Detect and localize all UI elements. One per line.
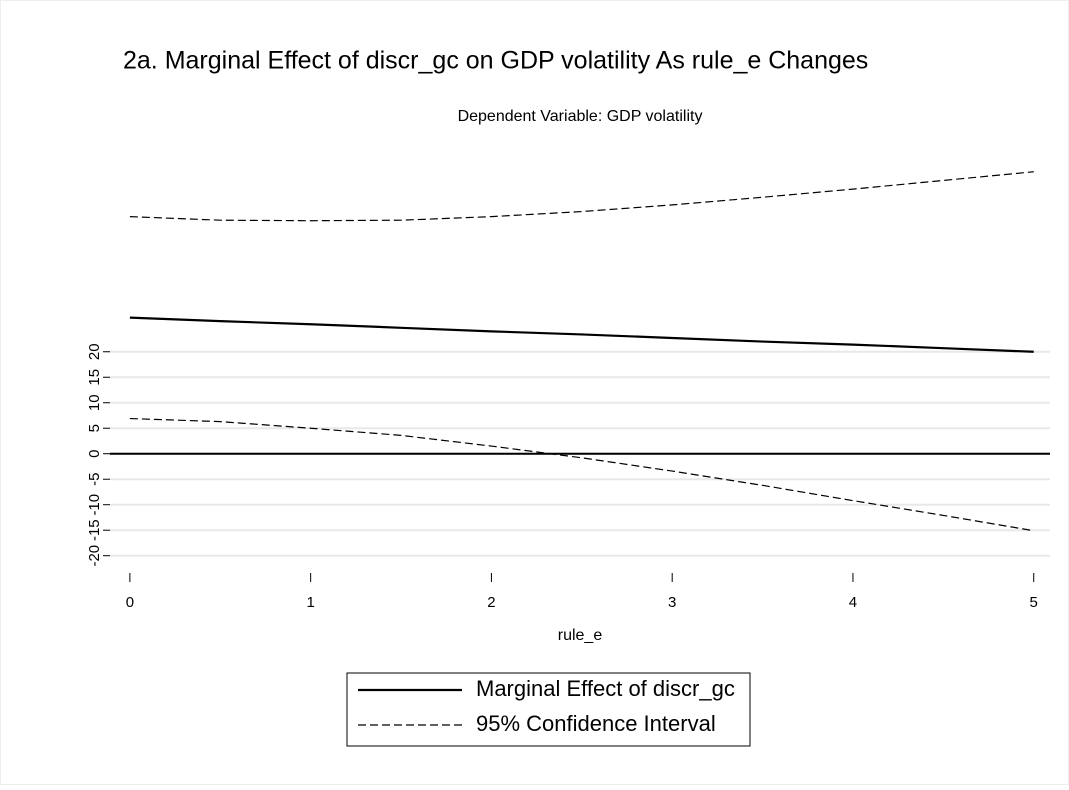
data-line xyxy=(129,171,1034,222)
y-tick-label: 10 xyxy=(86,394,103,411)
y-tick-label: -20 xyxy=(86,545,103,567)
x-tick-label: 1 xyxy=(306,594,314,611)
x-tick-label: 0 xyxy=(126,594,134,611)
chart-subtitle: Dependent Variable: GDP volatility xyxy=(458,108,703,125)
y-tick-label: 15 xyxy=(86,369,103,386)
legend-label: 95% Confidence Interval xyxy=(476,711,716,736)
legend-label: Marginal Effect of discr_gc xyxy=(476,676,735,701)
y-tick-label: 20 xyxy=(86,343,103,360)
x-tick-label: 4 xyxy=(849,594,857,611)
data-line xyxy=(129,316,1034,353)
data-line xyxy=(129,417,1034,532)
y-tick-label: -15 xyxy=(86,519,103,541)
x-axis-label: rule_e xyxy=(558,627,603,644)
y-tick-label: 0 xyxy=(86,450,103,458)
x-tick-label: 2 xyxy=(487,594,495,611)
x-tick-label: 3 xyxy=(668,594,676,611)
chart-title: 2a. Marginal Effect of discr_gc on GDP v… xyxy=(123,47,868,75)
x-tick-label: 5 xyxy=(1030,594,1038,611)
y-tick-label: 5 xyxy=(86,424,103,432)
y-tick-label: -5 xyxy=(86,473,103,486)
legend-box xyxy=(346,672,751,747)
y-tick-label: -10 xyxy=(86,494,103,516)
